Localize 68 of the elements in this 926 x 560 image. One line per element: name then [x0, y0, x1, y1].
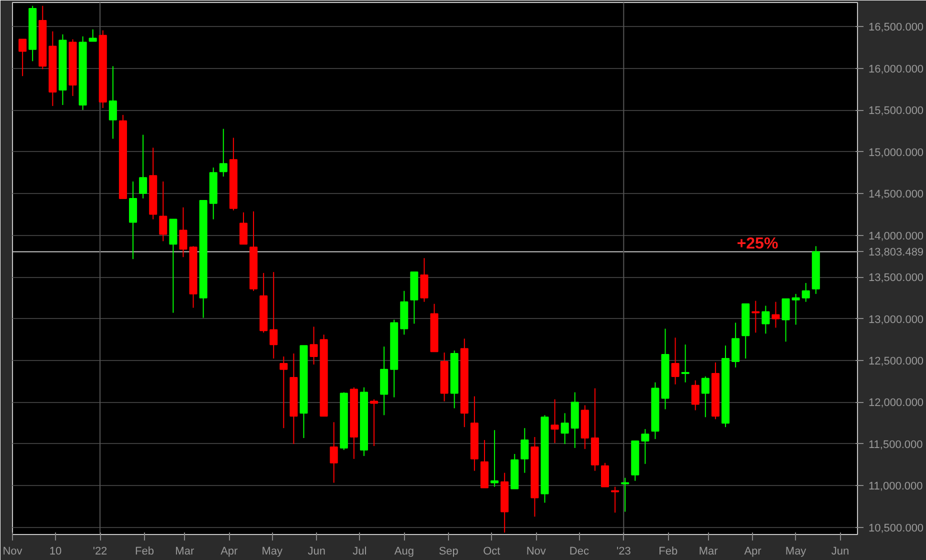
candlestick: [280, 356, 288, 429]
x-tick-label: Apr: [220, 546, 238, 558]
y-tick-label: 12,000.000: [868, 397, 924, 410]
candlestick: [179, 206, 188, 258]
candlestick: [310, 326, 318, 366]
candlestick: [691, 380, 700, 411]
x-tick-label: Dec: [569, 546, 590, 558]
y-tick-label: 12,500.000: [868, 356, 924, 368]
y-tick-label: 10,500.000: [868, 522, 924, 534]
candlestick: [270, 272, 278, 359]
candlestick: [18, 38, 27, 77]
x-tick-label: Aug: [394, 546, 414, 558]
x-tick-label: Oct: [483, 546, 500, 558]
x-tick-label: Apr: [744, 546, 762, 558]
y-tick-label: 13,500.000: [868, 272, 924, 284]
annotation: +25%: [736, 236, 778, 252]
candlestick: [762, 305, 770, 334]
x-tick-label: Nov: [2, 546, 23, 558]
y-tick-label: 15,000.000: [868, 146, 924, 159]
candlestick: [159, 181, 168, 242]
x-tick-label: Mar: [175, 546, 194, 558]
candlestick: [681, 344, 690, 383]
candlestick: [641, 428, 650, 464]
candlestick: [330, 422, 338, 484]
candlestick: [782, 298, 790, 342]
candlestick: [520, 428, 529, 474]
candlestick: [128, 181, 138, 260]
y-tick-label: 14,000.000: [868, 230, 924, 242]
candlestick: [701, 376, 710, 418]
candlestick: [560, 412, 569, 445]
candlestick: [792, 293, 800, 326]
candlestick: [621, 477, 630, 512]
candlestick: [611, 486, 620, 514]
x-tick-label: Feb: [135, 546, 154, 558]
ref-line-label: 13,803.489: [868, 246, 924, 259]
candlestick: [550, 398, 559, 444]
x-tick-label: Nov: [526, 546, 546, 558]
candlestick: [732, 322, 740, 368]
candlestick: [139, 134, 148, 199]
y-tick-label: 15,500.000: [868, 105, 924, 118]
candlestick: [239, 212, 248, 245]
y-tick-label: 14,500.000: [868, 188, 924, 201]
x-tick-label: May: [262, 546, 284, 558]
candlestick: [490, 430, 499, 488]
x-tick-label: Jul: [352, 546, 367, 558]
y-tick-label: 16,500.000: [868, 22, 924, 34]
candlestick: [219, 128, 228, 178]
x-tick-label: Jun: [831, 546, 850, 558]
x-tick-label: Sep: [438, 546, 458, 558]
x-tick-label: '22: [92, 546, 108, 558]
x-tick-label: May: [785, 546, 807, 558]
y-tick-label: 11,500.000: [868, 438, 923, 451]
candlestick: [420, 258, 428, 302]
y-tick-label: 11,000.000: [868, 480, 923, 493]
candlestick: [752, 300, 760, 334]
candlestick: [802, 282, 810, 302]
x-tick-label: Jun: [308, 546, 326, 558]
candlestick: [671, 337, 680, 385]
x-tick-label: Mar: [698, 546, 718, 558]
y-tick-label: 13,000.000: [868, 314, 924, 326]
x-tick-label: 10: [49, 546, 62, 558]
y-tick-label: 16,000.000: [868, 63, 924, 76]
x-tick-label: Feb: [658, 546, 678, 558]
candlestick: [108, 66, 117, 140]
x-tick-label: '23: [616, 546, 631, 558]
candlestick: [772, 301, 780, 328]
candlestick: [600, 462, 610, 488]
candlestick: [88, 28, 97, 42]
